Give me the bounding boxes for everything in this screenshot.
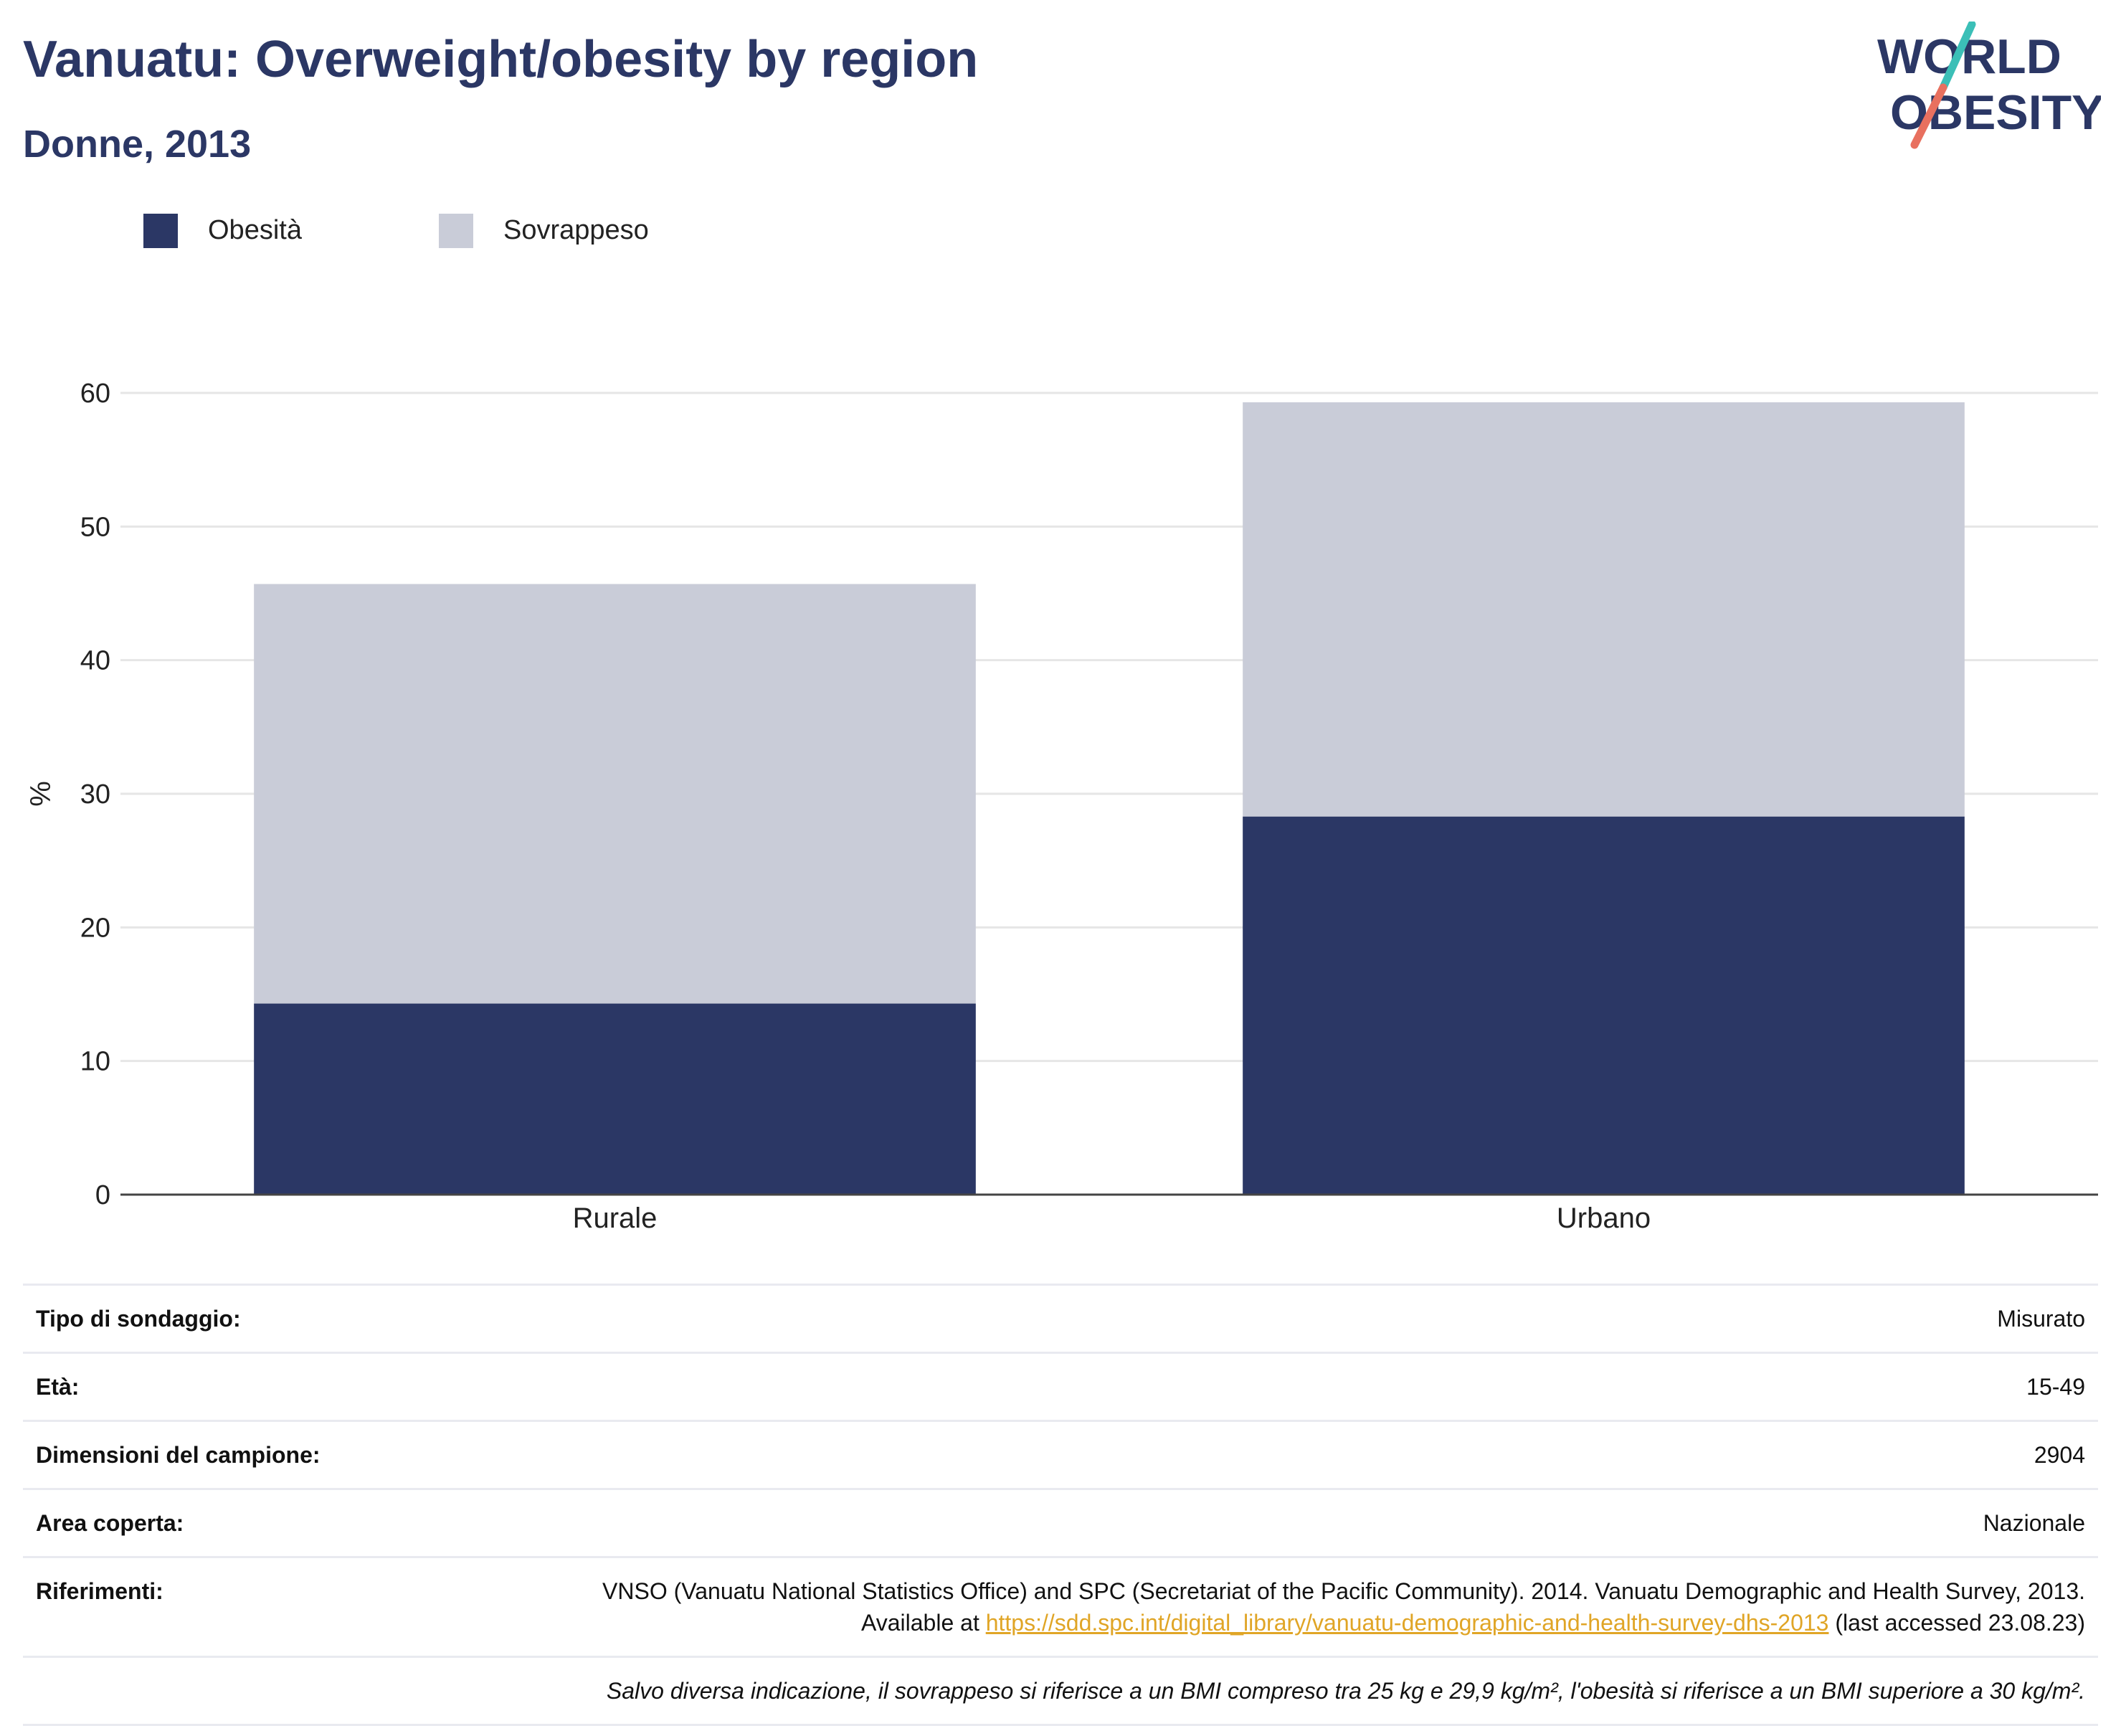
stacked-bar-chart: 0 10 20 30 40 50 60% Rurale Urbano [25, 379, 2098, 1234]
info-row-references: Riferimenti: VNSO (Vanuatu National Stat… [23, 1556, 2098, 1657]
info-key: Dimensioni del campione: [23, 1420, 493, 1489]
world-obesity-logo: WORLD OBESITY [1877, 22, 2101, 149]
info-key: Tipo di sondaggio: [23, 1284, 493, 1353]
info-key: Età: [23, 1352, 493, 1421]
y-tick-label: 30 [80, 779, 110, 810]
reference-text-before: VNSO (Vanuatu National Statistics Office… [602, 1578, 2085, 1636]
info-row-sample-size: Dimensioni del campione: 2904 [23, 1420, 2098, 1489]
bar-obesity-rurale [254, 1003, 976, 1195]
reference-link[interactable]: https://sdd.spc.int/digital_library/vanu… [985, 1610, 1829, 1636]
logo-slash-coral [1910, 83, 1947, 149]
legend-swatch-overweight [439, 214, 473, 248]
y-tick-label: 50 [80, 512, 110, 542]
x-tick-label: Urbano [1557, 1203, 1651, 1234]
bar-obesity-urbano [1243, 816, 1965, 1195]
reference-text: VNSO (Vanuatu National Statistics Office… [493, 1556, 2098, 1657]
chart-subtitle: Donne, 2013 [23, 123, 252, 166]
bar-overweight-urbano [1243, 402, 1965, 817]
legend-label-overweight: Sovrappeso [503, 215, 649, 245]
chart-title: Vanuatu: Overweight/obesity by region [23, 31, 979, 88]
info-row-age: Età: 15-49 [23, 1352, 2098, 1421]
y-tick-label: 10 [80, 1047, 110, 1077]
survey-info-table: Tipo di sondaggio: Misurato Età: 15-49 D… [23, 1284, 2098, 1726]
info-value: Nazionale [493, 1488, 2098, 1557]
reference-text-after: (last accessed 23.08.23) [1828, 1610, 2085, 1636]
legend-swatch-obesity [143, 214, 178, 248]
bmi-definition-note: Salvo diversa indicazione, il sovrappeso… [23, 1656, 2098, 1726]
y-tick-label: 0 [95, 1180, 110, 1210]
info-value: 2904 [493, 1420, 2098, 1489]
legend-label-obesity: Obesità [208, 215, 302, 245]
logo-slash-teal [1939, 22, 1976, 92]
info-key: Area coperta: [23, 1488, 493, 1557]
y-tick-label: 20 [80, 913, 110, 943]
bar-overweight-rurale [254, 584, 976, 1004]
y-tick-label: 40 [80, 646, 110, 676]
y-tick-label: 60 [80, 379, 110, 409]
x-tick-label: Rurale [573, 1203, 658, 1234]
info-value: Misurato [493, 1284, 2098, 1353]
info-row-area: Area coperta: Nazionale [23, 1488, 2098, 1557]
info-value: 15-49 [493, 1352, 2098, 1421]
info-key: Riferimenti: [23, 1556, 493, 1657]
y-axis-label: % [25, 781, 57, 807]
info-row-survey-type: Tipo di sondaggio: Misurato [23, 1284, 2098, 1353]
info-row-note: Salvo diversa indicazione, il sovrappeso… [23, 1656, 2098, 1726]
